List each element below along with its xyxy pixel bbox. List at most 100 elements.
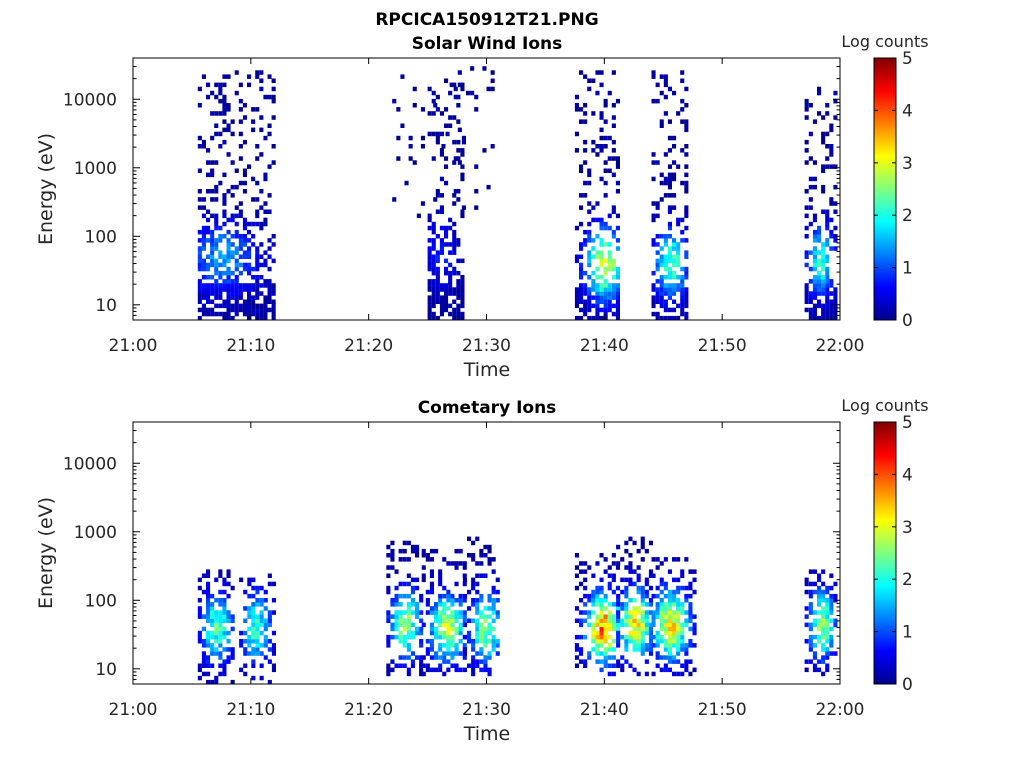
heatmap-cell [632,622,637,628]
heatmap-cell [672,172,677,178]
heatmap-cell [435,193,440,198]
heatmap-cell [222,663,227,668]
heatmap-cell [251,606,256,611]
heatmap-cell [615,622,620,628]
heatmap-cell [419,630,424,636]
heatmap-cell [470,90,475,96]
heatmap-cell [821,164,826,169]
heatmap-cell [684,299,689,304]
heatmap-cell [460,176,465,182]
heatmap-cell [255,275,260,280]
heatmap-cell [238,283,243,288]
heatmap-cell [271,98,276,104]
heatmap-cell [206,610,211,615]
heatmap-cell [663,626,668,632]
heatmap-cell [808,593,813,599]
heatmap-cell [825,630,830,636]
heatmap-cell [599,221,604,227]
colorbar-tick-label: 1 [902,259,913,279]
heatmap-cell [644,548,649,554]
heatmap-cell [607,299,612,304]
heatmap-cell [659,254,664,259]
heatmap-cell [825,647,830,652]
heatmap-cell [632,630,637,636]
heatmap-cell [821,246,826,251]
heatmap-cell [487,630,492,636]
heatmap-cell [421,577,426,583]
heatmap-cell [419,663,424,668]
heatmap-cell [206,160,211,165]
heatmap-cell [607,303,612,309]
heatmap-cell [829,152,834,157]
heatmap-cell [218,238,223,243]
heatmap-cell [587,168,592,173]
heatmap-cell [663,193,668,198]
heatmap-cell [271,287,276,292]
heatmap-cell [239,577,244,583]
heatmap-cell [591,622,596,628]
heatmap-cell [396,107,401,112]
heatmap-cell [808,569,813,574]
heatmap-cell [271,94,276,100]
heatmap-cell [456,156,461,161]
heatmap-cell [684,287,689,292]
heatmap-cell [197,675,202,681]
heatmap-cell [444,78,449,83]
heatmap-cell [402,540,407,546]
heatmap-cell [644,626,649,632]
heatmap-cell [632,667,637,673]
heatmap-cell [452,139,457,145]
heatmap-cell [667,614,672,619]
heatmap-cell [218,111,223,116]
heatmap-cell [692,622,697,628]
heatmap-cell [234,283,239,288]
heatmap-cell [644,589,649,595]
heatmap-cell [242,303,247,309]
heatmap-cell [398,614,403,619]
heatmap-cell [230,315,235,321]
heatmap-cell [197,663,202,668]
heatmap-cell [251,242,256,247]
heatmap-cell [222,614,227,619]
heatmap-cell [239,639,244,644]
heatmap-cell [667,602,672,607]
heatmap-cell [808,307,813,313]
heatmap-cell [655,82,660,88]
heatmap-cell [251,303,256,309]
heatmap-cell [680,610,685,615]
heatmap-cell [238,303,243,309]
heatmap-cell [611,262,616,268]
heatmap-cell [255,585,260,591]
heatmap-cell [611,70,616,75]
heatmap-cell [400,74,405,79]
heatmap-cell [688,581,693,587]
heatmap-cell [210,647,215,652]
heatmap-cell [394,610,399,615]
heatmap-cell [817,622,822,628]
heatmap-cell [659,589,664,595]
heatmap-cell [446,614,451,619]
heatmap-cell [616,598,621,603]
heatmap-cell [201,275,206,280]
heatmap-cell [579,164,584,169]
heatmap-cell [817,667,822,673]
heatmap-cell [611,209,616,214]
heatmap-cell [676,610,681,615]
heatmap-cell [817,593,822,599]
heatmap-cell [259,675,264,681]
heatmap-cell [442,630,447,636]
heatmap-cell [615,291,620,296]
heatmap-cell [458,667,463,673]
heatmap-cell [394,614,399,619]
heatmap-cell [234,229,239,235]
heatmap-cell [684,593,689,599]
heatmap-cell [386,585,391,591]
heatmap-cell [676,164,681,169]
heatmap-cell [398,610,403,615]
heatmap-cell [680,299,685,304]
heatmap-cell [456,283,461,288]
heatmap-cell [620,606,625,611]
heatmap-cell [471,553,476,558]
heatmap-cell [214,311,219,317]
